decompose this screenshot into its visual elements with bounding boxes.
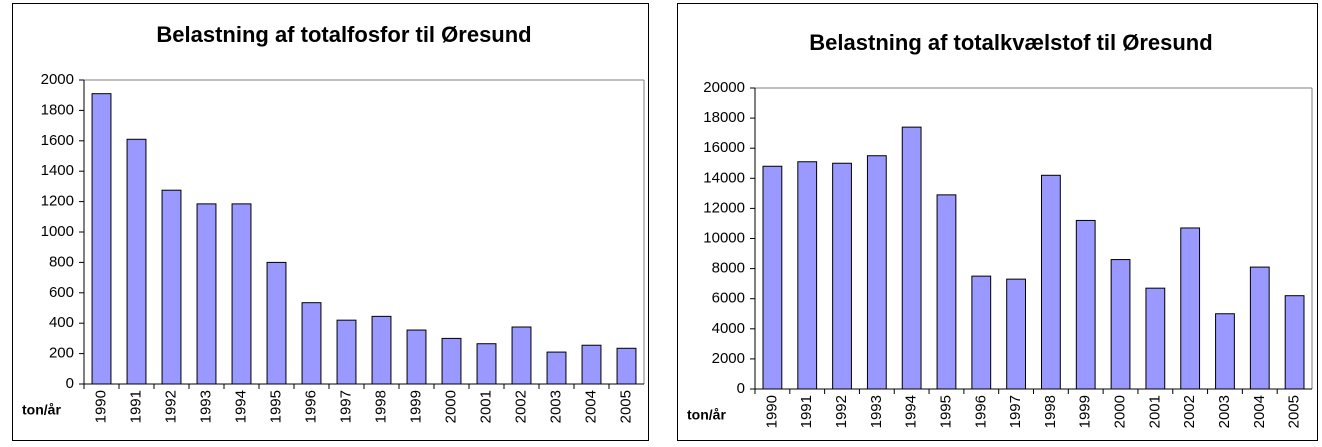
bar [1110,259,1131,390]
x-tick-label: 2004 [1251,395,1268,428]
x-tick-label: 1997 [337,390,354,423]
y-tick-label: 1200 [41,193,74,210]
y-tick-label: 1400 [41,162,74,179]
bar [266,261,287,385]
y-tick-label: 0 [737,380,745,397]
y-tick-label: 20000 [703,79,745,96]
y-tick-label: 200 [49,345,74,362]
x-tick-label: 1993 [197,390,214,423]
y-axis-label: ton/år [687,407,726,423]
bar [301,302,322,385]
bar [1075,219,1096,390]
bar [546,351,567,385]
y-tick-label: 16000 [703,139,745,156]
bar [371,315,392,385]
x-tick-label: 2001 [1146,395,1163,428]
chart-title: Belastning af totalkvælstof til Øresund [809,30,1212,55]
x-tick-label: 2005 [1286,395,1303,428]
x-tick-label: 1991 [127,390,144,423]
bar [936,194,957,390]
y-tick-label: 12000 [703,199,745,216]
chart-frame [677,3,1318,441]
x-tick-label: 2000 [442,390,459,423]
bar [126,138,147,385]
chart-title: Belastning af totalfosfor til Øresund [156,22,531,47]
x-tick-label: 1997 [1007,395,1024,428]
y-tick-label: 8000 [712,260,745,277]
bar [616,347,637,385]
bar [406,329,427,385]
x-tick-label: 1998 [1042,395,1059,428]
x-tick-label: 1991 [798,395,815,428]
bar [231,203,252,385]
bar [1041,174,1061,390]
bar [797,161,818,390]
y-tick-label: 0 [66,375,74,392]
x-tick-label: 1994 [903,395,920,428]
bar [336,319,357,385]
bar [971,275,992,390]
bar [1284,295,1305,390]
bar [762,165,783,390]
x-tick-label: 1996 [972,395,989,428]
bar [1215,313,1235,390]
y-tick-label: 1600 [41,132,74,149]
y-tick-label: 18000 [703,109,745,126]
bar [161,189,182,385]
x-tick-label: 1994 [232,390,249,423]
x-tick-label: 2003 [1216,395,1233,428]
bar [476,343,497,385]
x-tick-label: 1990 [92,390,109,423]
x-tick-label: 1999 [407,390,424,423]
x-tick-label: 2005 [617,390,634,423]
bar [581,344,602,385]
y-tick-label: 2000 [41,71,74,88]
x-tick-label: 1993 [868,395,885,428]
bar [511,326,532,385]
x-tick-label: 2002 [512,390,529,423]
y-tick-label: 4000 [712,320,745,337]
bar [1145,287,1166,390]
x-tick-label: 1996 [302,390,319,423]
bar [1180,227,1201,390]
x-tick-label: 1992 [833,395,850,428]
bar [196,203,217,385]
x-tick-label: 1998 [372,390,389,423]
chart-frame [12,3,649,441]
x-tick-label: 1992 [162,390,179,423]
x-tick-label: 1995 [937,395,954,428]
x-tick-label: 1999 [1077,395,1094,428]
bar [832,162,852,390]
x-tick-label: 2003 [547,390,564,423]
x-tick-label: 1990 [763,395,780,428]
bar [1249,266,1270,390]
y-tick-label: 14000 [703,169,745,186]
y-tick-label: 1800 [41,101,74,118]
bar [901,126,922,390]
x-tick-label: 2002 [1181,395,1198,428]
x-tick-label: 2000 [1112,395,1129,428]
y-tick-label: 10000 [703,229,745,246]
y-tick-label: 2000 [712,350,745,367]
bar [441,337,462,385]
bar [866,155,887,390]
x-tick-label: 2001 [477,390,494,423]
y-tick-label: 800 [49,253,74,270]
bar [1006,278,1026,390]
y-axis-label: ton/år [22,402,61,418]
y-tick-label: 400 [49,314,74,331]
y-tick-label: 1000 [41,223,74,240]
x-tick-label: 2004 [582,390,599,423]
y-tick-label: 600 [49,284,74,301]
x-tick-label: 1995 [267,390,284,423]
y-tick-label: 6000 [712,290,745,307]
bar [91,93,112,385]
